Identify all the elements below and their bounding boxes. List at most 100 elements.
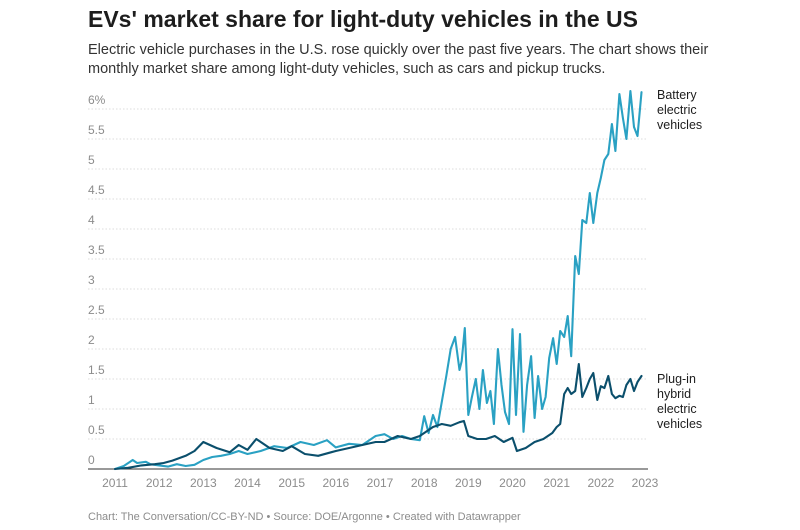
bev-data-point (445, 375, 447, 377)
bev-data-point (618, 93, 620, 95)
phev-data-point (629, 378, 631, 380)
phev-data-point (574, 390, 576, 392)
bev-data-point (202, 459, 204, 461)
bev-data-point (523, 431, 525, 433)
bev-data-point (501, 384, 503, 386)
bev-data-point (637, 135, 639, 137)
phev-data-point (432, 426, 434, 428)
phev-data-point (141, 464, 143, 466)
bev-data-point (194, 464, 196, 466)
phev-data-point (556, 426, 558, 428)
x-axis-ticks: 2011 2012 2013 2014 2015 2016 2017 2018 2019 2020… (102, 476, 659, 490)
bev-data-point (313, 444, 315, 446)
bev-data-point (300, 441, 302, 443)
phev-data-point (525, 447, 527, 449)
chart-title: EVs' market share for light-duty vehicle… (88, 6, 638, 32)
phev-data-point (614, 397, 616, 399)
x-tick-label: 2019 (455, 476, 482, 490)
bev-data-point (633, 126, 635, 128)
bev-data-point (123, 465, 125, 467)
bev-data-point (176, 463, 178, 465)
phev-data-point (238, 444, 240, 446)
phev-data-point (559, 423, 561, 425)
bev-data-point (428, 432, 430, 434)
x-tick-label: 2021 (543, 476, 570, 490)
phev-data-point (450, 425, 452, 427)
phev-data-point (282, 450, 284, 452)
phev-data-point (185, 455, 187, 457)
phev-data-point (171, 460, 173, 462)
bev-series-label: electric (657, 103, 697, 117)
y-tick-label: 3.5 (88, 243, 105, 257)
phev-series-label: electric (657, 402, 697, 416)
x-tick-label: 2011 (102, 476, 128, 490)
phev-data-point (494, 435, 496, 437)
x-tick-label: 2013 (190, 476, 217, 490)
y-tick-label: 4 (88, 213, 95, 227)
bev-data-point (641, 91, 643, 93)
bev-series-line (113, 89, 643, 471)
bev-data-point (229, 453, 231, 455)
phev-data-point (375, 441, 377, 443)
bev-data-point (461, 360, 463, 362)
bev-data-point (592, 222, 594, 224)
phev-data-point (216, 447, 218, 449)
bev-data-point (475, 378, 477, 380)
x-tick-label: 2017 (367, 476, 394, 490)
phev-data-point (600, 385, 602, 387)
bev-data-point (534, 417, 536, 419)
bev-data-point (326, 439, 328, 441)
y-tick-label: 5.5 (88, 123, 105, 137)
bev-series-label: vehicles (657, 118, 702, 132)
phev-data-point (335, 450, 337, 452)
bev-data-point (504, 411, 506, 413)
phev-data-point (361, 444, 363, 446)
bev-data-point (570, 355, 572, 357)
bev-data-point (519, 333, 521, 335)
phev-data-point (348, 447, 350, 449)
phev-data-point (441, 423, 443, 425)
phev-data-point (512, 437, 514, 439)
phev-data-point (194, 450, 196, 452)
gridlines (88, 108, 648, 470)
bev-data-point (220, 455, 222, 457)
bev-data-point (563, 336, 565, 338)
bev-data-point (585, 222, 587, 224)
bev-data-point (136, 462, 138, 464)
phev-data-point (596, 399, 598, 401)
phev-data-point (269, 447, 271, 449)
x-tick-label: 2016 (322, 476, 349, 490)
chart-subtitle: Electric vehicle purchases in the U.S. r… (88, 42, 709, 77)
phev-data-point (581, 396, 583, 398)
phev-data-point (291, 445, 293, 447)
phev-data-point (317, 455, 319, 457)
bev-data-point (581, 219, 583, 221)
bev-data-point (574, 255, 576, 257)
phev-data-point (463, 420, 465, 422)
phev-data-point (383, 441, 385, 443)
x-tick-label: 2012 (146, 476, 173, 490)
phev-data-point (637, 381, 639, 383)
chart-footer-credit: Chart: The Conversation/CC-BY-ND • Sourc… (88, 511, 521, 523)
bev-data-point (432, 414, 434, 416)
bev-data-point (530, 355, 532, 357)
series-lines (113, 89, 643, 471)
bev-data-point (260, 450, 262, 452)
phev-series-line (113, 362, 643, 471)
bev-data-point (482, 369, 484, 371)
phev-data-point (542, 438, 544, 440)
phev-data-point (304, 453, 306, 455)
bev-data-point (614, 150, 616, 152)
phev-data-point (567, 387, 569, 389)
phev-data-point (114, 468, 116, 470)
bev-data-point (596, 192, 598, 194)
bev-data-point (419, 439, 421, 441)
bev-series-label: Battery (657, 88, 697, 102)
bev-data-point (567, 315, 569, 317)
x-tick-label: 2022 (587, 476, 614, 490)
phev-data-point (578, 363, 580, 365)
bev-data-point (238, 450, 240, 452)
bev-data-point (629, 90, 631, 92)
phev-data-point (397, 435, 399, 437)
bev-data-point (497, 348, 499, 350)
